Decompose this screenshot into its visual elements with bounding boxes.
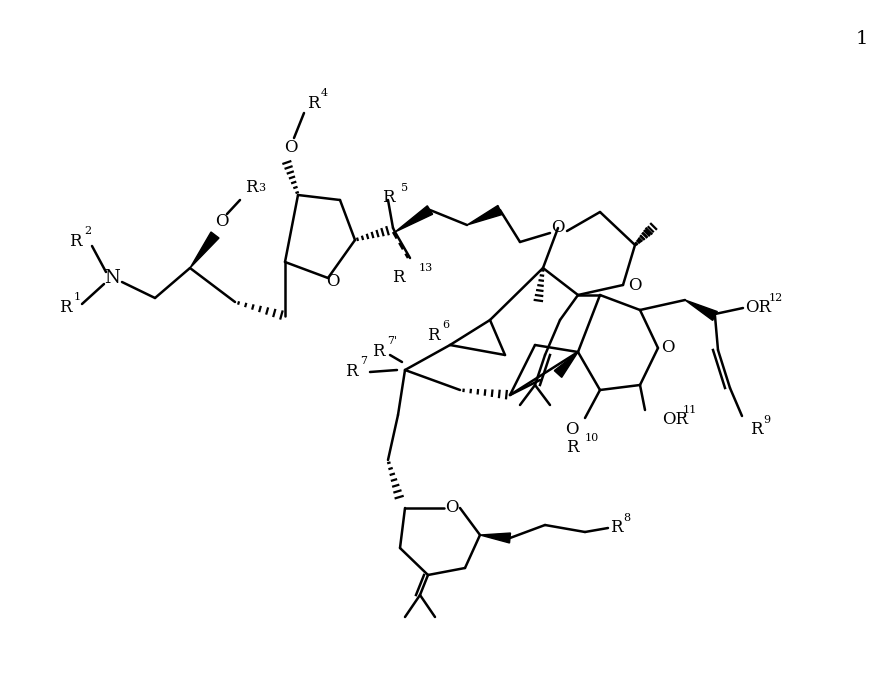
Text: R: R (373, 344, 385, 361)
Text: O: O (215, 214, 228, 231)
Text: R: R (750, 422, 763, 439)
Text: 7': 7' (387, 336, 397, 346)
Text: R: R (566, 439, 578, 456)
Polygon shape (685, 300, 717, 321)
Text: 4: 4 (321, 88, 328, 98)
Text: 3: 3 (258, 183, 265, 193)
Polygon shape (395, 205, 433, 232)
Text: 1: 1 (855, 30, 868, 48)
Text: OR: OR (662, 412, 688, 428)
Polygon shape (467, 205, 502, 225)
Text: 8: 8 (623, 513, 630, 523)
Text: OR: OR (745, 300, 771, 317)
Text: 7: 7 (360, 356, 367, 366)
Text: R: R (345, 363, 358, 380)
Polygon shape (554, 352, 578, 378)
Text: R: R (392, 269, 405, 287)
Text: 13: 13 (419, 263, 434, 273)
Text: O: O (566, 422, 579, 439)
Text: O: O (661, 340, 674, 357)
Text: R: R (70, 233, 82, 250)
Text: 6: 6 (442, 320, 450, 330)
Text: 10: 10 (585, 433, 599, 443)
Text: O: O (445, 500, 458, 517)
Text: O: O (628, 277, 641, 294)
Polygon shape (480, 533, 510, 543)
Polygon shape (190, 232, 219, 268)
Text: 2: 2 (84, 226, 91, 236)
Text: O: O (551, 220, 565, 237)
Text: 5: 5 (401, 183, 409, 193)
Text: 11: 11 (683, 405, 698, 415)
Text: O: O (285, 140, 298, 157)
Text: R: R (60, 300, 72, 317)
Text: N: N (104, 269, 120, 287)
Text: R: R (245, 178, 258, 195)
Text: R: R (307, 94, 319, 111)
Text: 12: 12 (769, 293, 783, 303)
Text: R: R (382, 189, 394, 207)
Text: R: R (610, 519, 623, 536)
Text: O: O (326, 273, 340, 290)
Text: 9: 9 (763, 415, 770, 425)
Text: R: R (427, 327, 440, 344)
Text: 1: 1 (74, 292, 81, 302)
